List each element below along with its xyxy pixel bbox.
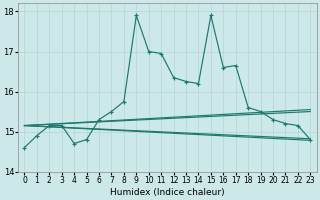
X-axis label: Humidex (Indice chaleur): Humidex (Indice chaleur): [110, 188, 225, 197]
